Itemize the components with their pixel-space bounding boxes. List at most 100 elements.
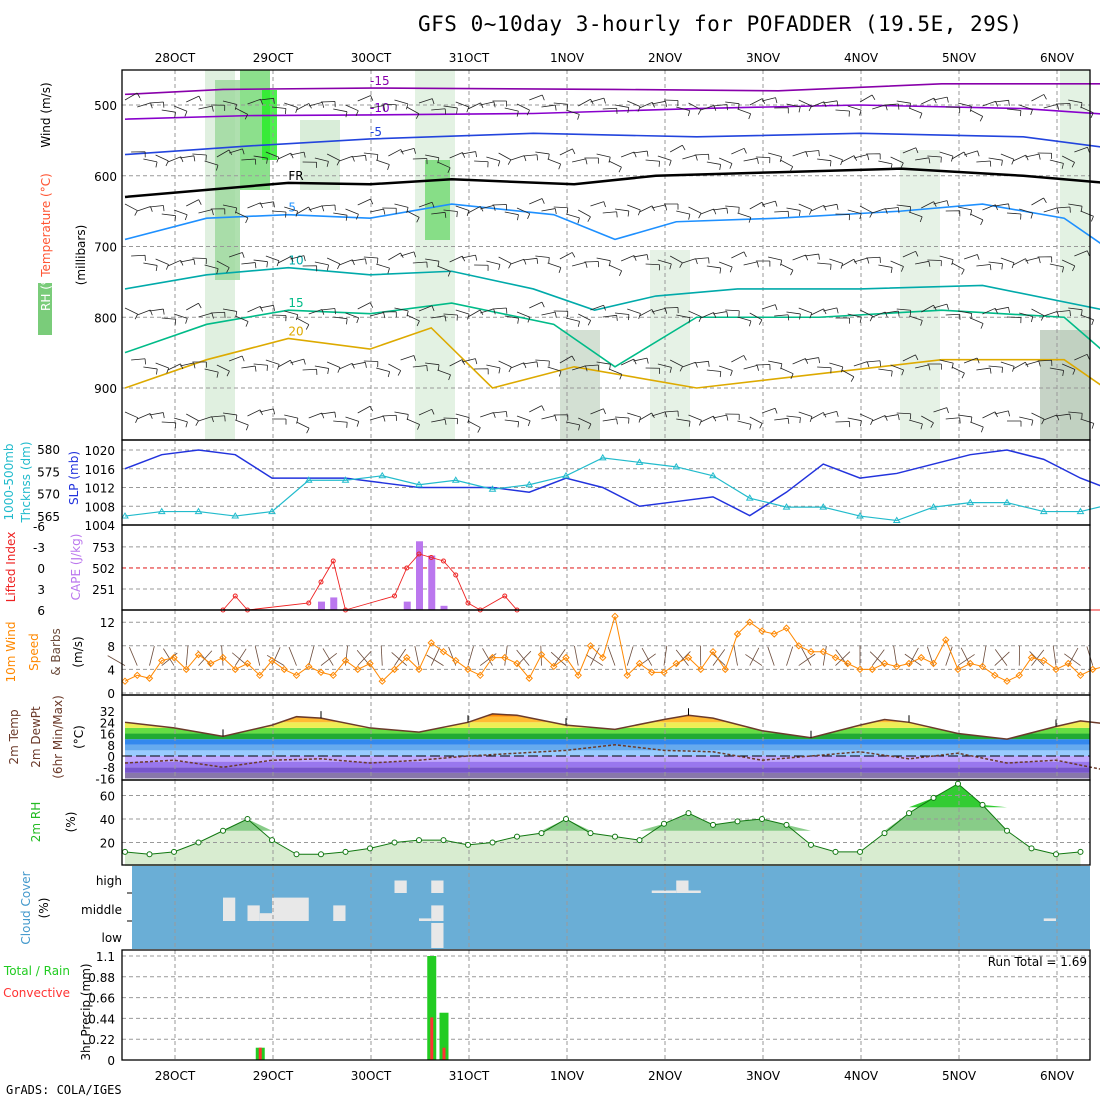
cloud-block — [247, 905, 260, 921]
wind-barb — [988, 157, 1003, 166]
wind-barb — [1019, 208, 1034, 219]
wind-barb — [565, 317, 580, 327]
wind-barb — [822, 645, 827, 666]
wind-barb — [869, 651, 885, 666]
x-tick-bottom: 4NOV — [844, 1069, 879, 1083]
wind-barb — [633, 357, 649, 364]
temp-band — [125, 727, 1090, 734]
wind-barb — [878, 368, 893, 377]
wind-barb — [731, 251, 747, 259]
temp-band — [125, 722, 1090, 728]
wind-marker — [733, 630, 742, 638]
wind-barb — [461, 358, 478, 365]
wind-marker — [145, 674, 154, 682]
wind-barb — [339, 362, 355, 370]
rh-shading — [262, 90, 277, 160]
thickness-marker — [378, 471, 387, 479]
wind-marker — [341, 656, 350, 665]
wind-barb — [871, 649, 885, 666]
slp-tick: 1008 — [84, 500, 115, 514]
wind-barb — [902, 250, 919, 258]
wind-marker — [929, 659, 938, 668]
rh-marker — [563, 816, 569, 822]
wind-barb — [939, 255, 954, 266]
wind-marker — [574, 671, 582, 680]
thickness-marker — [194, 507, 203, 515]
thickness-marker — [415, 480, 423, 488]
wind-barb — [878, 264, 893, 274]
wind-marker — [390, 665, 399, 674]
wind-barb — [351, 154, 367, 161]
rh-marker — [220, 827, 226, 834]
wind-barb — [774, 107, 789, 114]
wind-barb — [596, 361, 611, 370]
wind-marker — [844, 659, 852, 668]
cape-tick: 502 — [92, 562, 115, 576]
wind-marker — [317, 668, 325, 677]
wind-barb — [1031, 412, 1045, 425]
rh-shading — [900, 150, 940, 440]
wind-axis-label: Wind (m/s) — [39, 82, 53, 147]
wind-barb — [302, 161, 318, 168]
wind-barb — [437, 161, 451, 173]
wind-barb — [804, 357, 821, 364]
li-line — [222, 553, 1100, 611]
thickness-marker — [856, 512, 864, 519]
wind-marker — [415, 665, 423, 674]
wind-barb — [921, 201, 937, 209]
rh-label: RH (%) — [39, 269, 53, 311]
wind-barb — [908, 419, 923, 430]
wind-barb — [400, 355, 417, 361]
wind-barb — [1055, 413, 1072, 420]
wind-barb — [155, 258, 169, 270]
wind-barb — [1055, 206, 1071, 213]
thickness-marker — [929, 503, 938, 510]
wind-barb — [1031, 308, 1045, 321]
wind-barb — [884, 207, 900, 214]
wind-barb — [682, 154, 698, 161]
rh-marker — [489, 839, 496, 846]
wind-barb — [173, 209, 188, 221]
thickness-marker — [1003, 498, 1011, 506]
wind-barb — [149, 412, 165, 419]
wind-barb — [614, 104, 630, 114]
wind-barb — [608, 160, 622, 173]
wind-barb — [1037, 152, 1053, 159]
wind-speed-line — [124, 616, 1100, 682]
wind-marker — [329, 671, 337, 680]
wind-barb — [590, 97, 606, 104]
wind-barb — [951, 366, 965, 379]
wind-marker — [476, 671, 484, 680]
wind-barb — [712, 311, 729, 318]
wind-barb — [265, 151, 280, 163]
li-marker — [428, 555, 434, 560]
rh-marker — [881, 830, 888, 837]
wind-marker — [133, 671, 141, 680]
contour-label: 20 — [288, 324, 303, 338]
wind-barb — [970, 213, 984, 226]
wind-barb — [915, 157, 931, 164]
wind-barb — [1080, 314, 1095, 326]
wind-barb — [823, 307, 839, 314]
pressure-axis-label: (millibars) — [74, 225, 88, 286]
wind-barb — [516, 103, 530, 116]
wind-barb — [529, 301, 545, 309]
precip-tick: 0.66 — [88, 992, 115, 1006]
wind-marker — [991, 671, 999, 680]
wind-barb — [743, 364, 759, 371]
wind-barb — [426, 654, 444, 666]
wind-barb — [737, 212, 752, 223]
wind-barb — [443, 105, 458, 114]
wind-marker — [795, 642, 803, 650]
contour-label: -10 — [370, 101, 390, 115]
wind-barb — [375, 159, 390, 170]
wind-barb — [798, 411, 813, 422]
wind-barb — [131, 254, 146, 261]
li-marker — [232, 593, 238, 599]
cape-bar — [403, 601, 411, 610]
wind-barb — [523, 154, 538, 161]
wind-barb — [529, 198, 545, 205]
wind-barb — [418, 305, 435, 312]
rh-shading — [415, 70, 455, 440]
wind-barb — [823, 410, 839, 417]
